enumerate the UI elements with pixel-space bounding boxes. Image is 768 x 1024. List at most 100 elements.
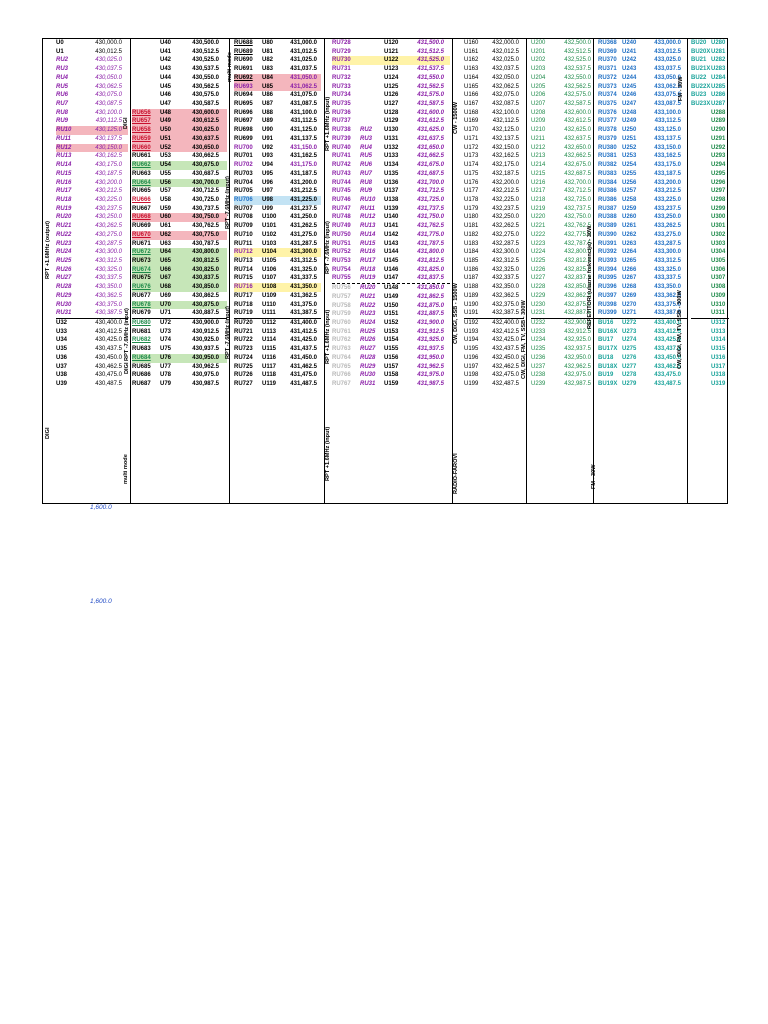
- channel-row: RU658 U50 430,625.0: [132, 126, 227, 135]
- channel-cell: RU9: [56, 118, 69, 125]
- channel-cell: RU658: [132, 127, 151, 134]
- channel-cell: U205: [531, 83, 546, 90]
- channel-row: RU376 U248 433,100.0: [598, 109, 687, 118]
- channel-row: RU379 U251 433,137.5: [598, 135, 687, 144]
- channel-row: U180 432,250.0: [464, 213, 524, 222]
- channel-cell: RU745: [332, 188, 351, 195]
- channel-cell: RU394: [598, 266, 617, 273]
- frequency-cell: 432,375.0: [492, 301, 519, 308]
- channel-cell: U78: [160, 372, 172, 379]
- channel-cell: U57: [160, 188, 172, 195]
- frequency-cell: 433,200.0: [654, 179, 681, 186]
- channel-cell: U257: [622, 188, 637, 195]
- channel-cell: U169: [464, 118, 479, 125]
- frequency-cell: 430,600.0: [192, 109, 219, 116]
- channel-cell: U308: [711, 284, 726, 291]
- channel-row: RU692 U84 431,050.0: [234, 73, 321, 83]
- frequency-cell: 433,050.0: [654, 74, 681, 81]
- frequency-cell: 432,850.0: [564, 284, 591, 291]
- channel-cell: [691, 222, 711, 231]
- channel-row: RU714 U106 431,325.0: [234, 266, 321, 275]
- channel-row: U37 430,462.5: [56, 363, 128, 372]
- channel-cell: RU377: [598, 118, 617, 125]
- frequency-cell: 431,200.0: [290, 179, 317, 186]
- channel-cell: RU398: [598, 301, 617, 308]
- channel-cell: RU664: [132, 179, 151, 186]
- channel-row: RU30 430,375.0: [56, 301, 128, 310]
- channel-cell: U244: [622, 74, 637, 81]
- channel-cell: U107: [262, 275, 277, 282]
- channel-cell: RU21: [360, 293, 376, 300]
- channel-cell: U101: [262, 223, 277, 230]
- channel-row: RU380 U252 433,150.0: [598, 144, 687, 153]
- channel-cell: RU685: [132, 363, 151, 370]
- channel-cell: RU656: [132, 109, 151, 116]
- frequency-cell: 430,900.0: [192, 320, 219, 326]
- channel-cell: RU692: [234, 74, 253, 81]
- channel-cell: U83: [262, 66, 274, 73]
- frequency-cell: 431,275.0: [290, 231, 317, 238]
- channel-cell: U34: [56, 337, 68, 344]
- channel-cell: RU754: [332, 266, 351, 273]
- channel-row: U175 432,187.5: [464, 170, 524, 179]
- channel-cell: RU749: [332, 223, 351, 230]
- channel-cell: RU673: [132, 257, 151, 264]
- channel-row: U216 432,700.0: [531, 179, 603, 188]
- channel-cell: U82: [262, 57, 274, 64]
- channel-row: U168 432,100.0: [464, 109, 524, 118]
- channel-row: RU375 U247 433,087.5: [598, 100, 687, 109]
- frequency-cell: 431,862.5: [417, 293, 444, 300]
- frequency-cell: 432,750.0: [564, 214, 591, 221]
- channel-row: RU703 U95 431,187.5: [234, 170, 321, 179]
- column-divider: [229, 39, 230, 503]
- channel-cell: U94: [262, 162, 274, 169]
- channel-cell: U61: [160, 223, 172, 230]
- channel-cell: RU705: [234, 188, 253, 195]
- channel-row: RU744 RU8 U136 431,700.0: [332, 179, 450, 188]
- channel-cell: RU743: [332, 170, 351, 177]
- channel-row: RU394 U266 433,325.0: [598, 266, 687, 275]
- band-column-c5: U160 432,000.0 U161 432,012.5 U162 432,025.0 U…: [464, 39, 524, 503]
- frequency-cell: 433,350.0: [654, 284, 681, 291]
- frequency-cell: 430,312.5: [95, 257, 122, 264]
- channel-cell: U63: [160, 240, 172, 247]
- channel-row: U176 432,200.0: [464, 179, 524, 188]
- cw-label: CW - 1500W: [453, 101, 459, 134]
- channel-cell: RU4: [56, 74, 69, 81]
- frequency-cell: 432,837.5: [564, 275, 591, 282]
- channel-cell: RU670: [132, 231, 151, 238]
- channel-cell: RU26: [56, 266, 72, 273]
- channel-cell: RU2: [56, 57, 69, 64]
- channel-cell: RU668: [132, 214, 151, 221]
- frequency-cell: 431,725.0: [417, 196, 444, 203]
- channel-row: RU26 430,325.0: [56, 266, 128, 275]
- channel-cell: RU707: [234, 205, 253, 212]
- channel-row: U224 432,800.0: [531, 248, 603, 257]
- frequency-cell: 430,362.5: [95, 292, 122, 299]
- channel-cell: RU20: [56, 214, 72, 221]
- channel-row: RU382 U254 433,175.0: [598, 161, 687, 170]
- band-column-c2: U40 430,500.0 U41 430,512.5 U42 430,525.0 U43 4…: [132, 39, 227, 503]
- channel-cell: RU378: [598, 127, 617, 134]
- channel-cell: RU390: [598, 231, 617, 238]
- channel-row: RU680 U72 430,900.0: [132, 318, 227, 328]
- channel-row: U211 432,637.5: [531, 135, 603, 144]
- channel-cell: U239: [531, 381, 546, 388]
- channel-cell: U131: [384, 135, 399, 142]
- frequency-cell: 432,237.5: [492, 205, 519, 212]
- frequency-cell: 433,162.5: [654, 153, 681, 160]
- rpt-input-label: RPT -7.6MHz (input): [225, 176, 231, 229]
- channel-row: RU21 430,262.5: [56, 222, 128, 231]
- frequency-cell: 432,800.0: [564, 249, 591, 256]
- frequency-cell: 431,912.5: [417, 328, 444, 335]
- channel-cell: U251: [622, 135, 637, 142]
- channel-cell: U139: [384, 205, 399, 212]
- frequency-cell: 433,312.5: [654, 257, 681, 264]
- channel-row: RU734 U126 431,575.0: [332, 91, 450, 100]
- frequency-cell: 432,650.0: [564, 144, 591, 151]
- channel-row: RU759 RU23 U151 431,887.5: [332, 310, 450, 319]
- channel-cell: RU20: [360, 285, 376, 292]
- channel-cell: U190: [464, 301, 479, 308]
- channel-row: RU727 U119 431,487.5: [234, 380, 321, 389]
- frequency-cell: 432,462.5: [492, 363, 519, 370]
